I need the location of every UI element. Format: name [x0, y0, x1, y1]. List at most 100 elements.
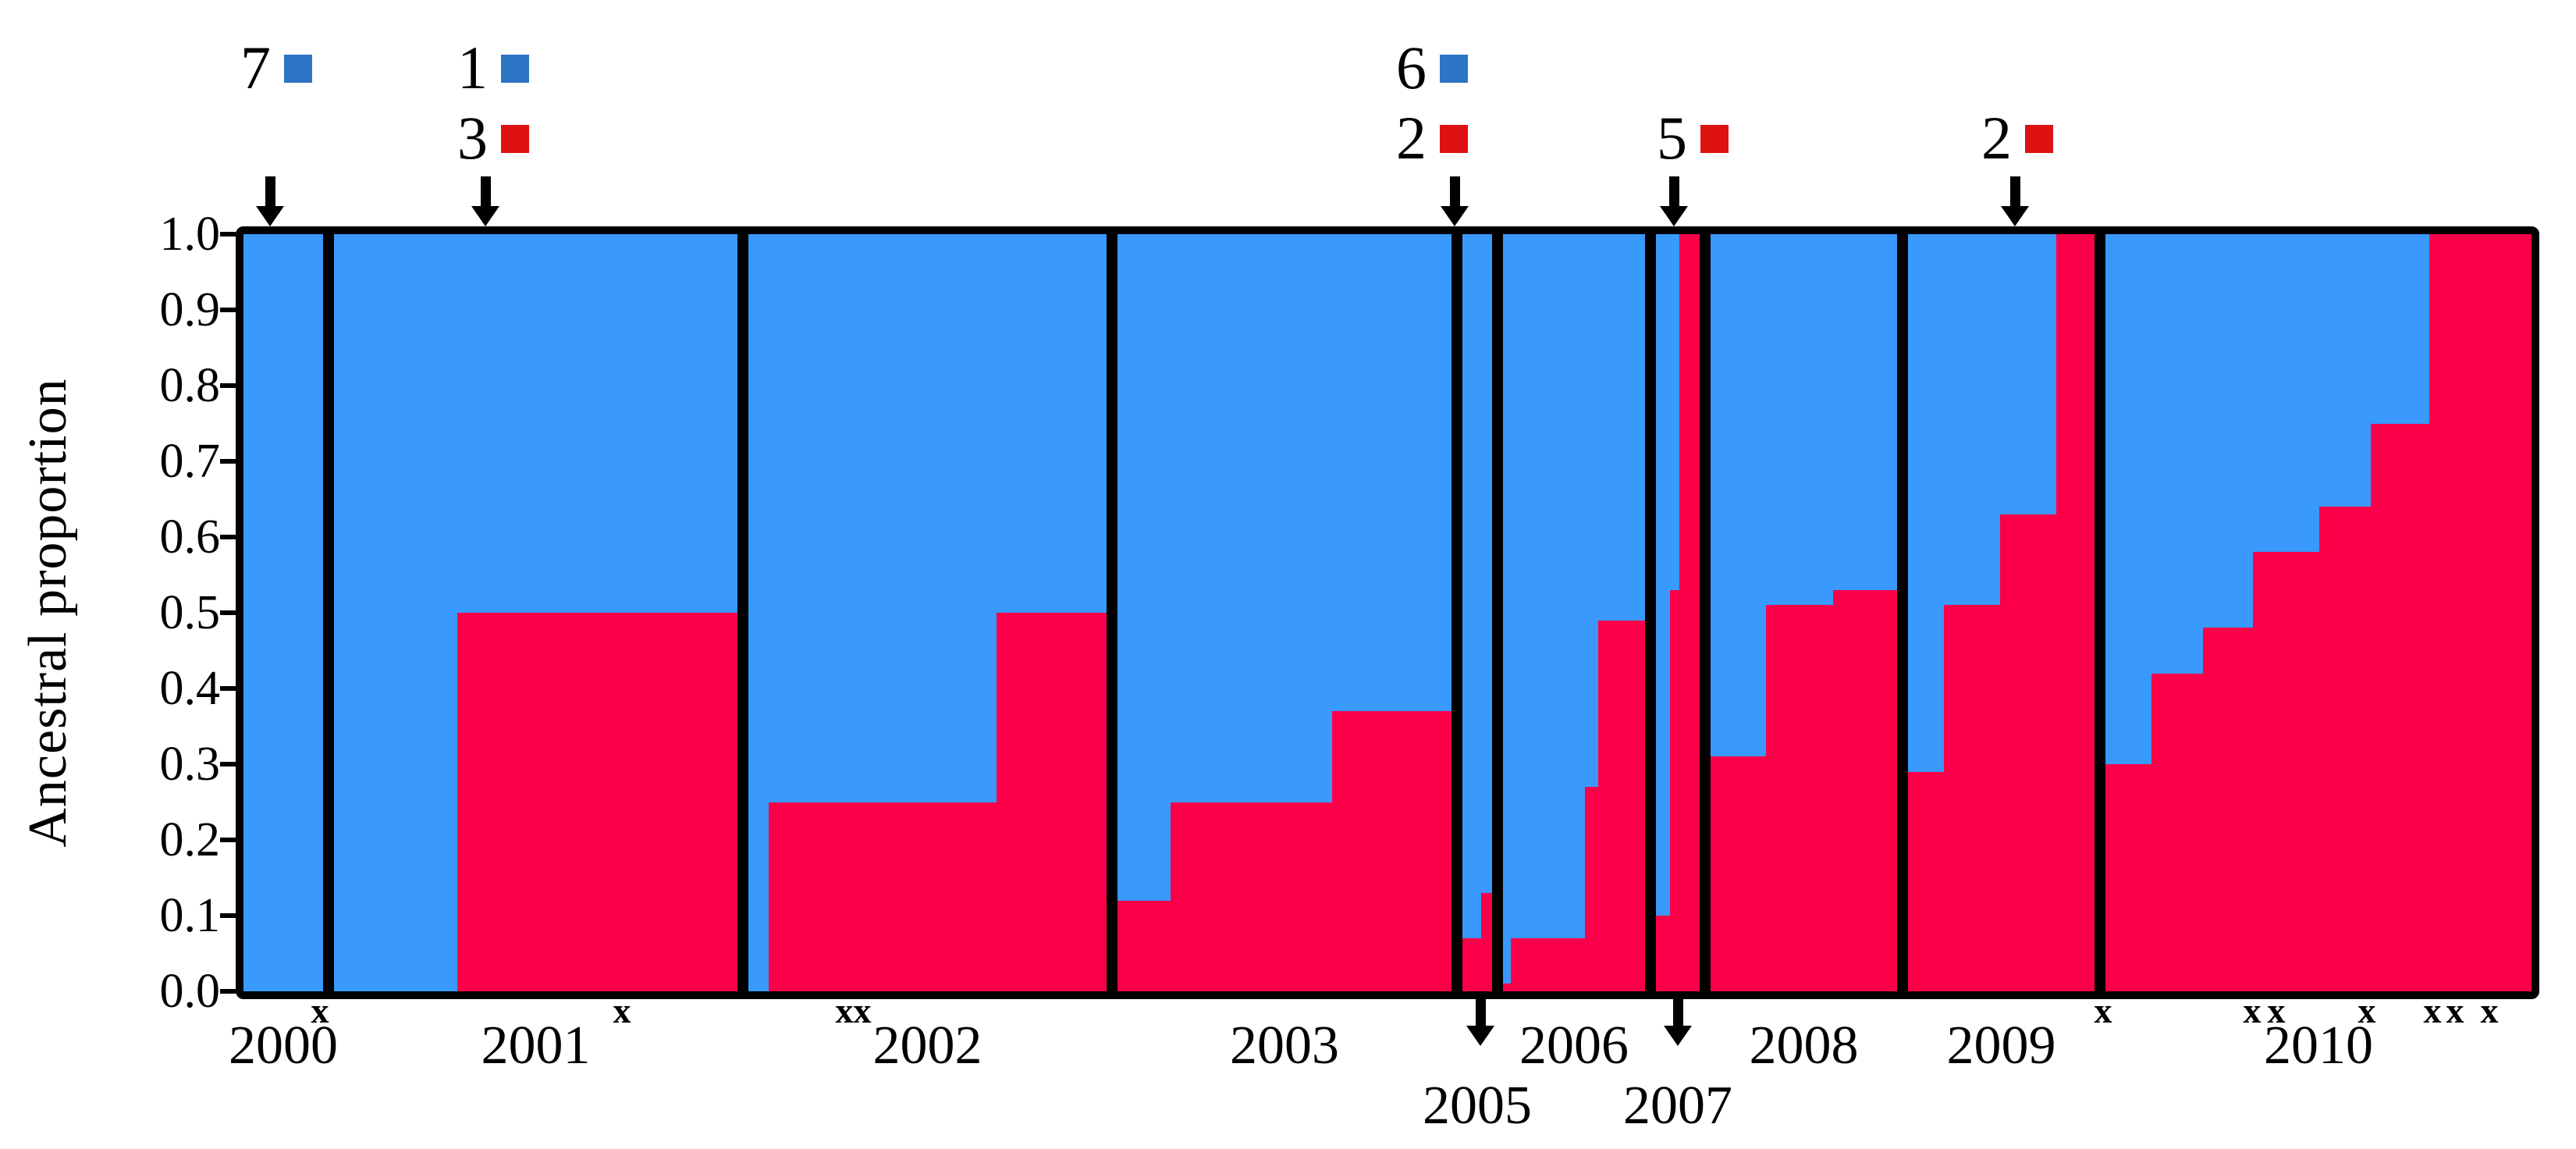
red-ancestry-fill — [1462, 938, 1481, 991]
ancestry-bar-2003 — [1171, 234, 1332, 991]
ancestry-bar-2006 — [1511, 234, 1585, 991]
stocking-arrow — [2001, 176, 2029, 226]
red-ancestry-fill — [2151, 673, 2203, 991]
stocking-arrow — [256, 176, 284, 226]
y-tick-label: 0.0 — [159, 965, 221, 1018]
stocking-annotation: 6 — [1387, 34, 1468, 101]
red-ancestry-fill — [2429, 234, 2532, 991]
red-ancestry-fill — [1944, 605, 2000, 991]
ancestry-bar-2006 — [1503, 234, 1511, 991]
y-tick-label: 0.6 — [159, 510, 221, 564]
x-marker: x — [2267, 991, 2286, 1030]
red-ancestry-fill — [1481, 892, 1492, 991]
arrow-head — [1664, 1026, 1692, 1046]
y-axis-title: Ancestral proportion — [18, 378, 78, 848]
y-tick-label: 0.4 — [159, 662, 221, 715]
arrow-head — [471, 206, 499, 226]
ancestry-bar-2010 — [2319, 234, 2371, 991]
stocking-annotation: 2 — [1973, 104, 2053, 172]
year-divider — [1645, 234, 1656, 991]
stocking-annotation: 3 — [449, 108, 529, 169]
stocking-annotation: 2 — [1387, 108, 1468, 169]
red-ancestry-fill — [1503, 984, 1511, 991]
x-axis-year-label: 2003 — [1230, 1016, 1339, 1076]
red-ancestry-fill — [1908, 771, 1944, 991]
stocking-annotation: 1 — [449, 34, 529, 101]
x-axis-year-label: 2005 — [1423, 1076, 1532, 1136]
ancestry-bar-2006 — [1598, 234, 1645, 991]
x-axis-year-label: 2008 — [1749, 1016, 1859, 1076]
ancestry-bar-2007 — [1670, 234, 1679, 991]
red-ancestry-fill — [1511, 938, 1585, 991]
y-tick-mark — [220, 308, 236, 312]
y-tick-mark — [220, 535, 236, 539]
ancestry-bar-2001 — [457, 234, 737, 991]
year-divider — [1451, 234, 1462, 991]
ancestry-bar-2000 — [243, 234, 323, 991]
ancestry-bar-2010 — [2203, 234, 2253, 991]
ancestry-bar-2001 — [334, 234, 457, 991]
red-ancestry-swatch — [1440, 125, 1468, 153]
stocking-count: 7 — [240, 34, 271, 101]
ancestry-bar-2009 — [1908, 234, 1944, 991]
y-tick-label: 0.1 — [159, 889, 221, 942]
year-divider — [2095, 234, 2105, 991]
red-ancestry-fill — [2203, 628, 2253, 991]
ancestry-bar-2003 — [1332, 234, 1451, 991]
x-axis-year-label: 2001 — [481, 1016, 591, 1076]
arrow-head — [1441, 206, 1469, 226]
year-divider — [1897, 234, 1908, 991]
y-tick-mark — [220, 838, 236, 842]
x-axis-year-label: 2009 — [1946, 1016, 2056, 1076]
ancestry-bar-2010 — [2105, 234, 2151, 991]
ancestry-bar-2010 — [2371, 234, 2429, 991]
red-ancestry-fill — [1833, 589, 1897, 991]
blue-ancestry-swatch — [1440, 55, 1468, 83]
y-tick-label: 0.8 — [159, 359, 221, 412]
arrow-shaft — [1475, 996, 1486, 1026]
red-ancestry-fill — [457, 613, 737, 991]
stocking-count: 1 — [457, 34, 488, 101]
x-axis-year-label: 2007 — [1623, 1076, 1732, 1136]
y-tick-mark — [220, 232, 236, 237]
red-ancestry-fill — [1679, 234, 1700, 991]
x-marker: x — [2357, 991, 2376, 1030]
x-axis-year-label: 2000 — [229, 1016, 338, 1076]
ancestry-bar-2008 — [1833, 234, 1897, 991]
red-ancestry-fill — [997, 613, 1107, 991]
ancestry-bar-2002 — [997, 234, 1107, 991]
red-ancestry-fill — [2056, 234, 2095, 991]
x-marker: x — [311, 991, 329, 1030]
red-ancestry-fill — [1598, 620, 1645, 991]
x-axis-year-label: 2010 — [2264, 1016, 2373, 1076]
y-tick-label: 0.3 — [159, 738, 221, 791]
arrow-shaft — [1668, 176, 1679, 206]
stocking-annotation: 5 — [1648, 104, 1729, 172]
year-pointer-arrow — [1664, 996, 1692, 1046]
y-tick-label: 0.2 — [159, 813, 221, 866]
ancestry-bar-2010 — [2429, 234, 2532, 991]
y-tick-mark — [220, 459, 236, 464]
x-marker: x — [853, 991, 872, 1030]
plot-area — [243, 234, 2532, 991]
red-ancestry-fill — [1670, 589, 1679, 991]
stocking-count: 2 — [1981, 104, 2012, 172]
ancestry-bar-2009 — [1944, 234, 2000, 991]
y-tick-mark — [220, 989, 236, 994]
stocking-count: 5 — [1657, 104, 1687, 172]
x-marker: x — [2094, 991, 2112, 1030]
red-ancestry-swatch — [1700, 125, 1729, 153]
stocking-count: 6 — [1396, 34, 1427, 101]
y-tick-mark — [220, 913, 236, 918]
x-marker: x — [2446, 991, 2464, 1030]
year-pointer-arrow — [1466, 996, 1494, 1046]
y-tick-label: 0.5 — [159, 586, 221, 639]
y-tick-mark — [220, 610, 236, 615]
arrow-head — [1466, 1026, 1494, 1046]
red-ancestry-fill — [1766, 605, 1833, 991]
arrow-shaft — [1672, 996, 1683, 1026]
arrow-shaft — [1449, 176, 1460, 206]
arrow-head — [1660, 206, 1688, 226]
arrow-head — [2001, 206, 2029, 226]
